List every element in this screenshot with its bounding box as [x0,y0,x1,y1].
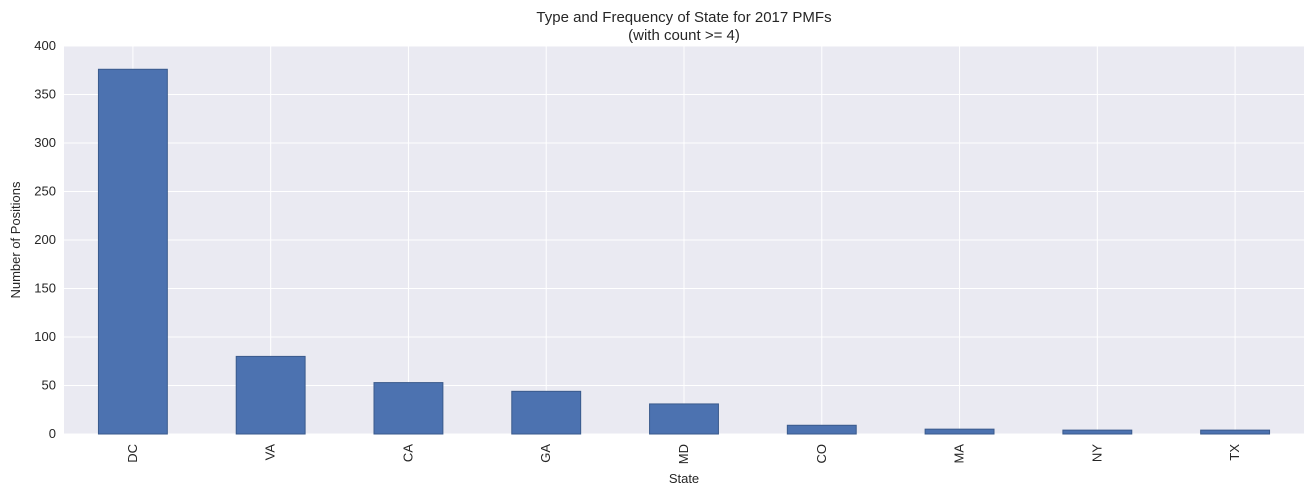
x-tick-label: MD [676,444,691,464]
bar-ca [373,382,444,435]
x-axis-ticks: DC VA CA GA MD CO MA NY TX [125,444,1242,465]
y-tick-label: 150 [34,281,56,296]
bar-ga [511,390,582,435]
y-tick-label: 400 [34,38,56,53]
chart-subtitle: (with count >= 4) [628,27,740,44]
x-tick-label: GA [538,444,553,463]
y-axis-label: Number of Positions [8,181,23,299]
x-tick-label: TX [1227,444,1242,461]
y-tick-label: 250 [34,184,56,199]
y-tick-label: 0 [49,426,56,441]
x-tick-label: VA [263,444,278,461]
chart-title: Type and Frequency of State for 2017 PMF… [536,9,831,26]
bar-tx [1200,429,1271,435]
bar-dc [97,68,168,435]
bar-md [649,403,719,435]
y-tick-label: 300 [34,135,56,150]
y-tick-label: 100 [34,329,56,344]
bar-ny [1062,429,1133,435]
x-tick-label: CO [814,444,829,464]
bar-co [786,424,857,435]
y-tick-label: 200 [34,232,56,247]
bar-ma [924,428,995,435]
y-tick-label: 350 [34,87,56,102]
x-axis-label: State [669,471,699,486]
bars [97,68,1271,435]
y-tick-label: 50 [42,378,56,393]
x-tick-label: DC [125,444,140,463]
x-tick-label: NY [1089,444,1104,462]
x-tick-label: MA [952,444,967,464]
bar-va [235,355,306,435]
y-axis-ticks: 0 50 100 150 200 250 300 350 400 [34,38,56,441]
x-tick-label: CA [400,444,415,462]
